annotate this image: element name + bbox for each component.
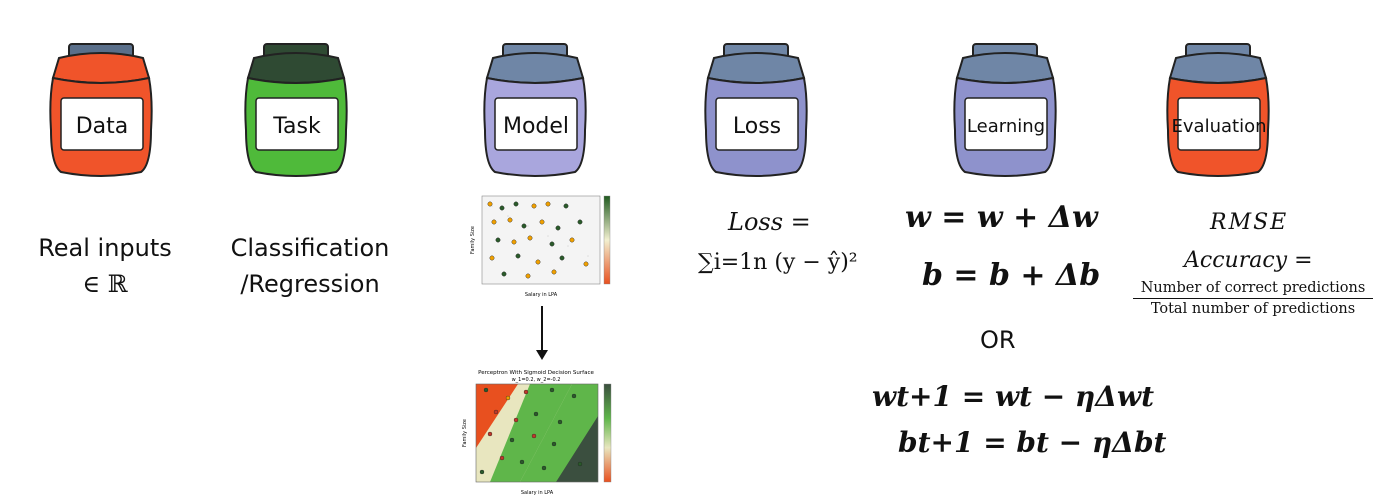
loss-formula-line1: Loss =	[728, 208, 811, 236]
task-caption-line1: Classification	[230, 234, 390, 262]
jar-label: Evaluation	[1171, 115, 1267, 137]
jar-label: Data	[75, 113, 129, 139]
scatter-points	[487, 201, 589, 279]
jar-label: Loss	[732, 113, 782, 139]
update-w-eta: wt+1 = wt − ηΔwt	[872, 380, 1155, 413]
task-caption-line2: /Regression	[240, 270, 380, 298]
jar-task: Task	[236, 40, 356, 180]
or-label: OR	[980, 326, 1016, 354]
jar-label: Task	[273, 113, 321, 139]
colorbar	[603, 195, 611, 285]
scatter-plot: Salary in LPA Family Size	[470, 195, 611, 298]
down-arrow-icon	[536, 306, 548, 360]
jar-task-icon	[244, 43, 348, 177]
update-b: b = b + Δb	[922, 258, 1101, 293]
data-caption-line1: Real inputs	[38, 234, 172, 262]
accuracy-denominator: Total number of predictions	[1150, 301, 1356, 317]
jar-evaluation: Evaluation	[1158, 40, 1278, 180]
accuracy-fraction: Number of correct predictions Total numb…	[1133, 280, 1373, 317]
accuracy-label: Accuracy =	[1184, 248, 1313, 273]
jar-model: Model	[475, 40, 595, 180]
update-w: w = w + Δw	[905, 200, 1098, 235]
jar-loss-icon	[704, 43, 808, 177]
jar-loss: Loss	[696, 40, 816, 180]
surface-ylabel: Family Size	[462, 419, 468, 447]
decision-surface-plot: Perceptron With Sigmoid Decision Surface…	[462, 370, 612, 496]
loss-formula-line2: ∑i=1n (y − ŷ)²	[698, 250, 858, 275]
surface-subtitle: w_1=0.2, w_2=-0.2	[512, 377, 561, 383]
jar-evaluation-icon	[1166, 43, 1270, 177]
jar-learning: Learning	[945, 40, 1065, 180]
jar-data-icon	[49, 43, 153, 177]
jar-learning-icon	[953, 43, 1057, 177]
jar-model-icon	[483, 43, 587, 177]
accuracy-numerator: Number of correct predictions	[1133, 280, 1373, 299]
jar-label: Model	[502, 113, 570, 139]
data-caption-line2: ∈ ℝ	[82, 270, 128, 298]
scatter-xlabel: Salary in LPA	[525, 292, 558, 298]
rmse-label: RMSE	[1210, 210, 1289, 235]
scatter-ylabel: Family Size	[470, 226, 476, 254]
jar-label: Learning	[966, 115, 1046, 137]
update-b-eta: bt+1 = bt − ηΔbt	[898, 426, 1167, 459]
colorbar	[603, 383, 612, 483]
surface-xlabel: Salary in LPA	[521, 490, 554, 496]
data-caption: Real inputs ∈ ℝ	[10, 230, 200, 302]
surface-title: Perceptron With Sigmoid Decision Surface	[478, 370, 594, 376]
task-caption: Classification /Regression	[210, 230, 410, 302]
jar-data: Data	[41, 40, 161, 180]
